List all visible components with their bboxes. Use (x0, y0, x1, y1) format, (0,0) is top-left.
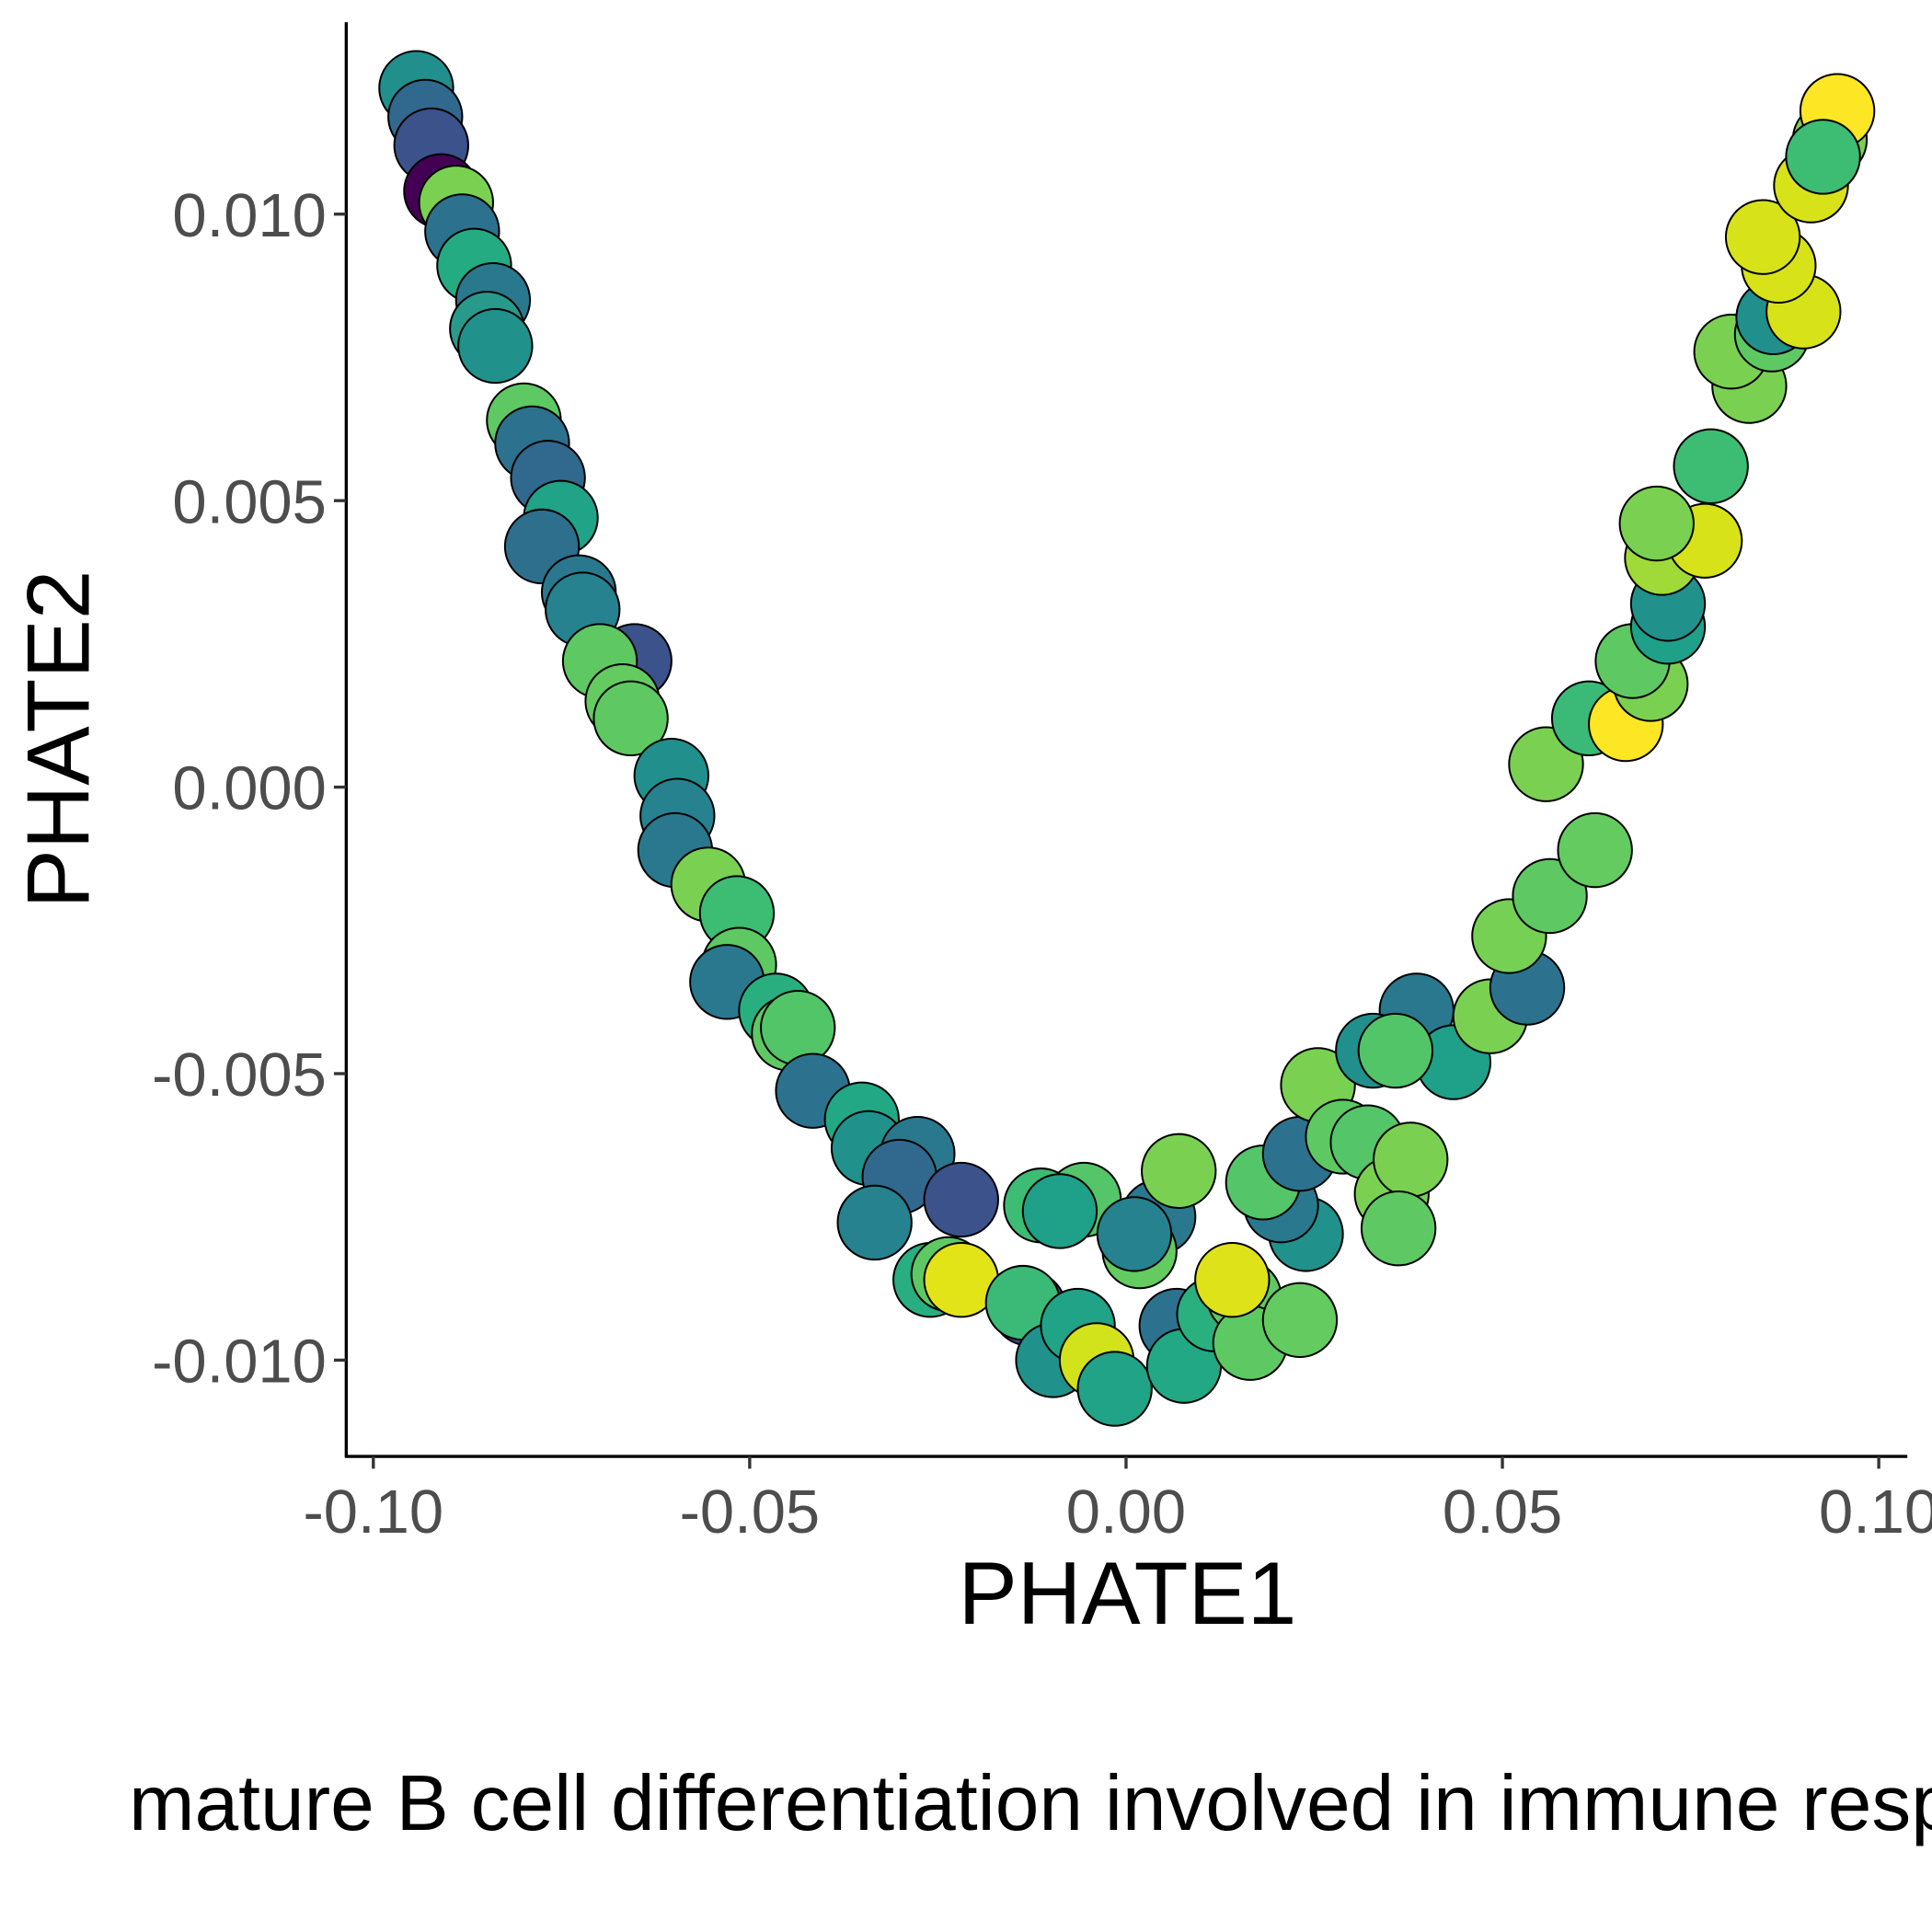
point (592, 680, 669, 757)
y-axis-title: PHATE2 (9, 570, 108, 909)
y-tick-label: -0.005 (152, 1041, 327, 1110)
chart-title: mature B cell differentiation involved i… (129, 1759, 1932, 1847)
point (1618, 485, 1695, 562)
point (1785, 119, 1861, 195)
point (1557, 811, 1633, 889)
point (1512, 857, 1588, 935)
point (1357, 1012, 1434, 1089)
x-tick-label: 0.05 (1443, 1478, 1562, 1547)
point (923, 1161, 999, 1238)
y-tick-label: 0.000 (172, 754, 327, 823)
point (1076, 1351, 1153, 1427)
x-tick-label: -0.05 (680, 1478, 821, 1547)
y-tick-label: -0.010 (152, 1328, 327, 1397)
point (760, 989, 836, 1066)
x-tick-label: 0.10 (1819, 1478, 1932, 1547)
y-tick-label: 0.010 (172, 181, 327, 250)
point (1261, 1282, 1339, 1358)
point (1141, 1133, 1217, 1210)
point (1724, 199, 1801, 275)
y-tick-label: 0.005 (172, 467, 327, 536)
x-tick-label: 0.00 (1066, 1478, 1186, 1547)
point (1373, 1121, 1449, 1198)
point (1673, 428, 1749, 504)
x-tick-label: -0.10 (303, 1478, 443, 1547)
point (1096, 1196, 1173, 1272)
point (1194, 1242, 1271, 1318)
plot-layer (378, 50, 1876, 1427)
point (1360, 1190, 1437, 1267)
x-axis-title: PHATE1 (959, 1545, 1297, 1643)
point (457, 307, 534, 385)
point (1021, 1173, 1098, 1249)
point (836, 1184, 913, 1261)
